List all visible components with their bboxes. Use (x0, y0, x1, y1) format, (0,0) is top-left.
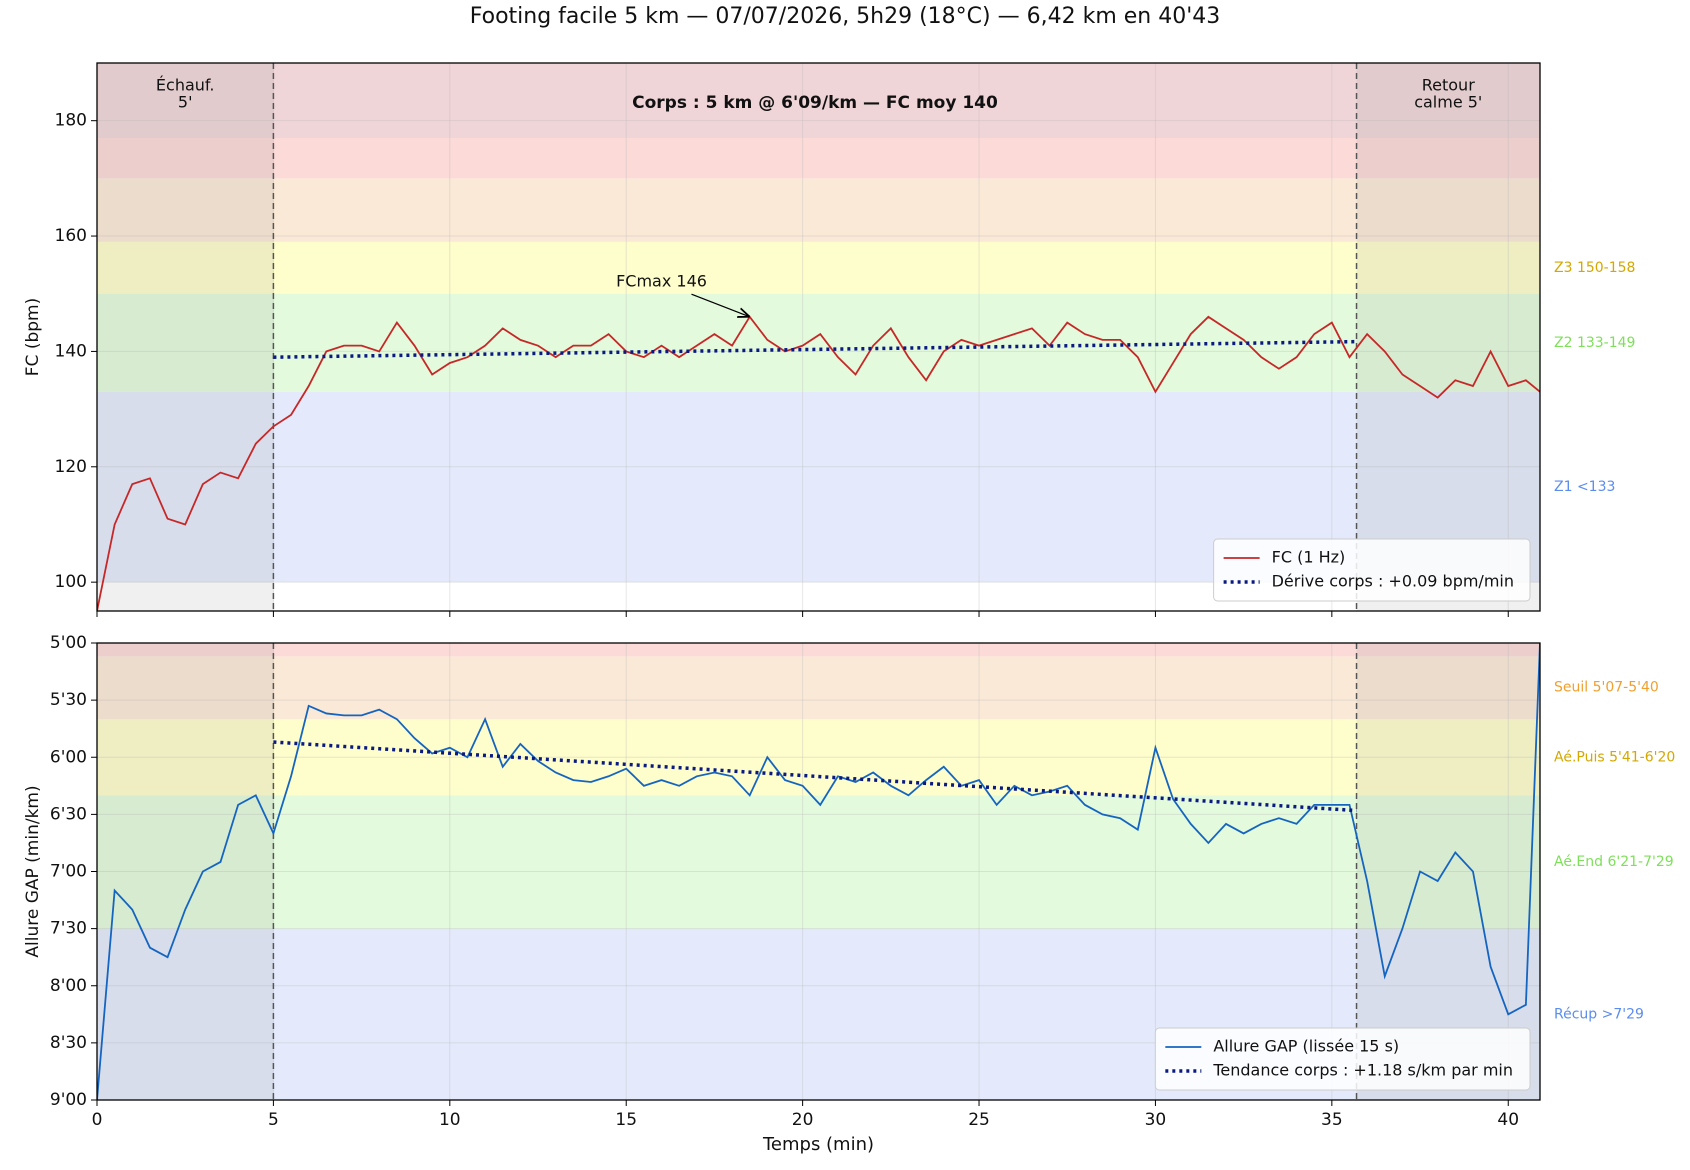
phase-label: Retour (1422, 76, 1475, 95)
legend-label: FC (1 Hz) (1272, 548, 1346, 567)
y-tick-label: 8'00 (50, 976, 87, 996)
y-tick-label: 7'30 (50, 919, 87, 939)
zone-label: Aé.Puis 5'41-6'20 (1554, 749, 1675, 765)
y-tick-label: 160 (55, 226, 87, 246)
series-line (97, 315, 1540, 611)
x-tick-label: 20 (792, 1110, 814, 1130)
zone-label: Seuil 5'07-5'40 (1554, 680, 1659, 696)
zone-band (97, 656, 1540, 720)
legend-label: Dérive corps : +0.09 bpm/min (1272, 572, 1514, 591)
zone-band (97, 137, 1540, 179)
phase-label: calme 5' (1414, 93, 1482, 112)
zone-label: Aé.End 6'21-7'29 (1554, 854, 1674, 870)
x-tick-label: 0 (92, 1110, 103, 1130)
axes-frame (96, 642, 1541, 1101)
legend-label: Allure GAP (lissée 15 s) (1213, 1037, 1399, 1056)
y-tick-label: 9'00 (50, 1090, 87, 1110)
x-tick-label: 40 (1497, 1110, 1519, 1130)
annotation-text: FCmax 146 (616, 272, 707, 291)
x-tick-label: 10 (439, 1110, 461, 1130)
phase-label: Échauf. (156, 76, 215, 95)
zone-label: Z1 <133 (1554, 479, 1615, 495)
y-tick-label: 120 (55, 457, 87, 477)
y-tick-label: 8'30 (50, 1033, 87, 1053)
zone-label: Z3 150-158 (1554, 260, 1635, 276)
zone-band (97, 643, 1540, 657)
body-label: Corps : 5 km @ 6'09/km — FC moy 140 (632, 93, 998, 113)
figure-title: Footing facile 5 km — 07/07/2026, 5h29 (… (470, 4, 1221, 29)
x-tick-label: 35 (1321, 1110, 1343, 1130)
x-axis-label: Temps (min) (762, 1134, 874, 1155)
legend: Allure GAP (lissée 15 s) Tendance corps :… (1154, 1027, 1531, 1091)
zone-label: Z2 133-149 (1554, 335, 1635, 351)
x-tick-label: 5 (268, 1110, 279, 1130)
zone-band (97, 178, 1540, 242)
zone-band (97, 293, 1540, 392)
x-tick-label: 25 (968, 1110, 990, 1130)
y-tick-label: 180 (55, 111, 87, 131)
series-line (273, 740, 1357, 813)
zone-band (97, 63, 1540, 138)
zone-label: Récup >7'29 (1554, 1006, 1644, 1022)
phase-shade (97, 63, 274, 611)
axes-frame (96, 62, 1541, 612)
y-tick-label: 6'00 (50, 747, 87, 767)
zone-band (97, 719, 1540, 796)
y-tick-label: 7'00 (50, 862, 87, 882)
y-axis-label: FC (bpm) (23, 298, 43, 376)
phase-shade (1356, 643, 1540, 1100)
phase-shade (1356, 63, 1540, 611)
phase-label: 5' (178, 93, 193, 112)
legend-box (1154, 1027, 1531, 1091)
legend-label: Tendance corps : +1.18 s/km par min (1212, 1061, 1513, 1080)
legend-box (1213, 538, 1531, 602)
x-tick-label: 15 (615, 1110, 637, 1130)
phase-shade (97, 643, 274, 1100)
y-tick-label: 6'30 (50, 804, 87, 824)
annotation-arrow (691, 293, 749, 317)
series-line (273, 339, 1357, 359)
zone-band (97, 795, 1540, 929)
y-tick-label: 5'30 (50, 690, 87, 710)
zone-band (97, 241, 1540, 294)
y-tick-label: 100 (55, 572, 87, 592)
series-line (97, 643, 1540, 1100)
y-axis-label: Allure GAP (min/km) (23, 785, 43, 957)
legend: FC (1 Hz) Dérive corps : +0.09 bpm/min (1213, 538, 1531, 602)
y-tick-label: 140 (55, 341, 87, 361)
x-tick-label: 30 (1145, 1110, 1167, 1130)
y-tick-label: 5'00 (50, 633, 87, 653)
